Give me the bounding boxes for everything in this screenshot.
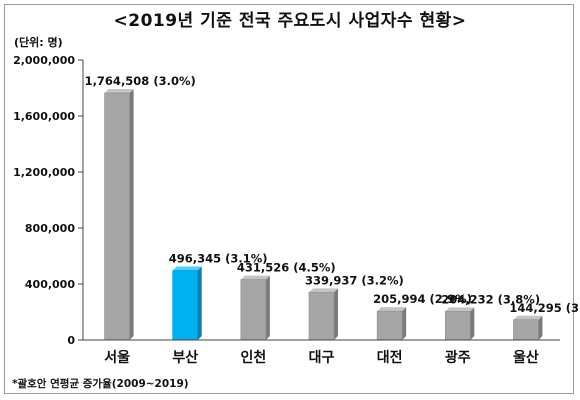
y-axis: 0 400,000 800,000 1,200,000 1,600,000 2,000,0…: [13, 54, 84, 347]
bar-top: [309, 288, 338, 293]
x-tick-label: 서울: [104, 349, 130, 366]
chart-frame: [4, 4, 574, 394]
data-label: 339,937 (3.2%): [305, 273, 404, 287]
bar-top: [240, 275, 270, 280]
bar-side: [334, 288, 338, 340]
y-tick-label: 1,600,000: [13, 110, 75, 123]
bar-side: [265, 275, 270, 340]
unit-label: (단위: 명): [14, 36, 63, 49]
y-tick-label: 800,000: [25, 222, 75, 235]
data-label: 205,994 (2.9%): [373, 292, 472, 306]
bar-side: [197, 266, 202, 340]
data-label: 204,232 (3.8%): [441, 292, 540, 306]
data-label: 496,345 (3.1%): [169, 252, 268, 266]
bar-side: [538, 315, 543, 340]
bar: [308, 292, 335, 341]
bar-side: [470, 307, 475, 340]
bar: [444, 311, 471, 341]
bars: [104, 88, 543, 341]
data-labels: 1,764,508 (3.0%) 496,345 (3.1%)431,526 (4…: [85, 74, 580, 315]
bar-top: [445, 307, 475, 312]
x-tick-label: 인천: [240, 349, 266, 366]
y-tick-label: 2,000,000: [13, 54, 75, 67]
y-tick-label: 400,000: [25, 278, 75, 291]
bar-top: [104, 88, 134, 93]
y-tick-label: 1,200,000: [13, 166, 75, 179]
data-label: 144,295 (3.5%): [509, 301, 580, 315]
bar-side: [129, 88, 134, 341]
x-axis: 서울 부산 인천 대구 대전 광주 울산: [83, 339, 560, 366]
bar-top: [172, 266, 202, 271]
data-label: 431,526 (4.5%): [237, 261, 336, 275]
data-label: 1,764,508 (3.0%): [85, 74, 196, 88]
chart-title: <2019년 기준 전국 주요도시 사업자수 현황>: [113, 11, 467, 31]
footnote: *괄호안 연평균 증가율(2009~2019): [12, 378, 189, 390]
bar: [513, 319, 539, 341]
bar-top: [377, 307, 407, 312]
bar: [172, 270, 199, 341]
bar-side: [402, 307, 407, 340]
x-tick-label: 부산: [172, 349, 198, 366]
y-tick-label: 0: [67, 334, 75, 347]
bar-top: [513, 315, 543, 320]
bar: [240, 279, 267, 341]
x-tick-label: 대구: [309, 350, 335, 366]
bar: [104, 92, 130, 341]
x-tick-label: 대전: [377, 349, 403, 366]
x-tick-label: 광주: [445, 349, 471, 366]
x-tick-label: 울산: [513, 349, 539, 366]
bar: [376, 310, 403, 341]
